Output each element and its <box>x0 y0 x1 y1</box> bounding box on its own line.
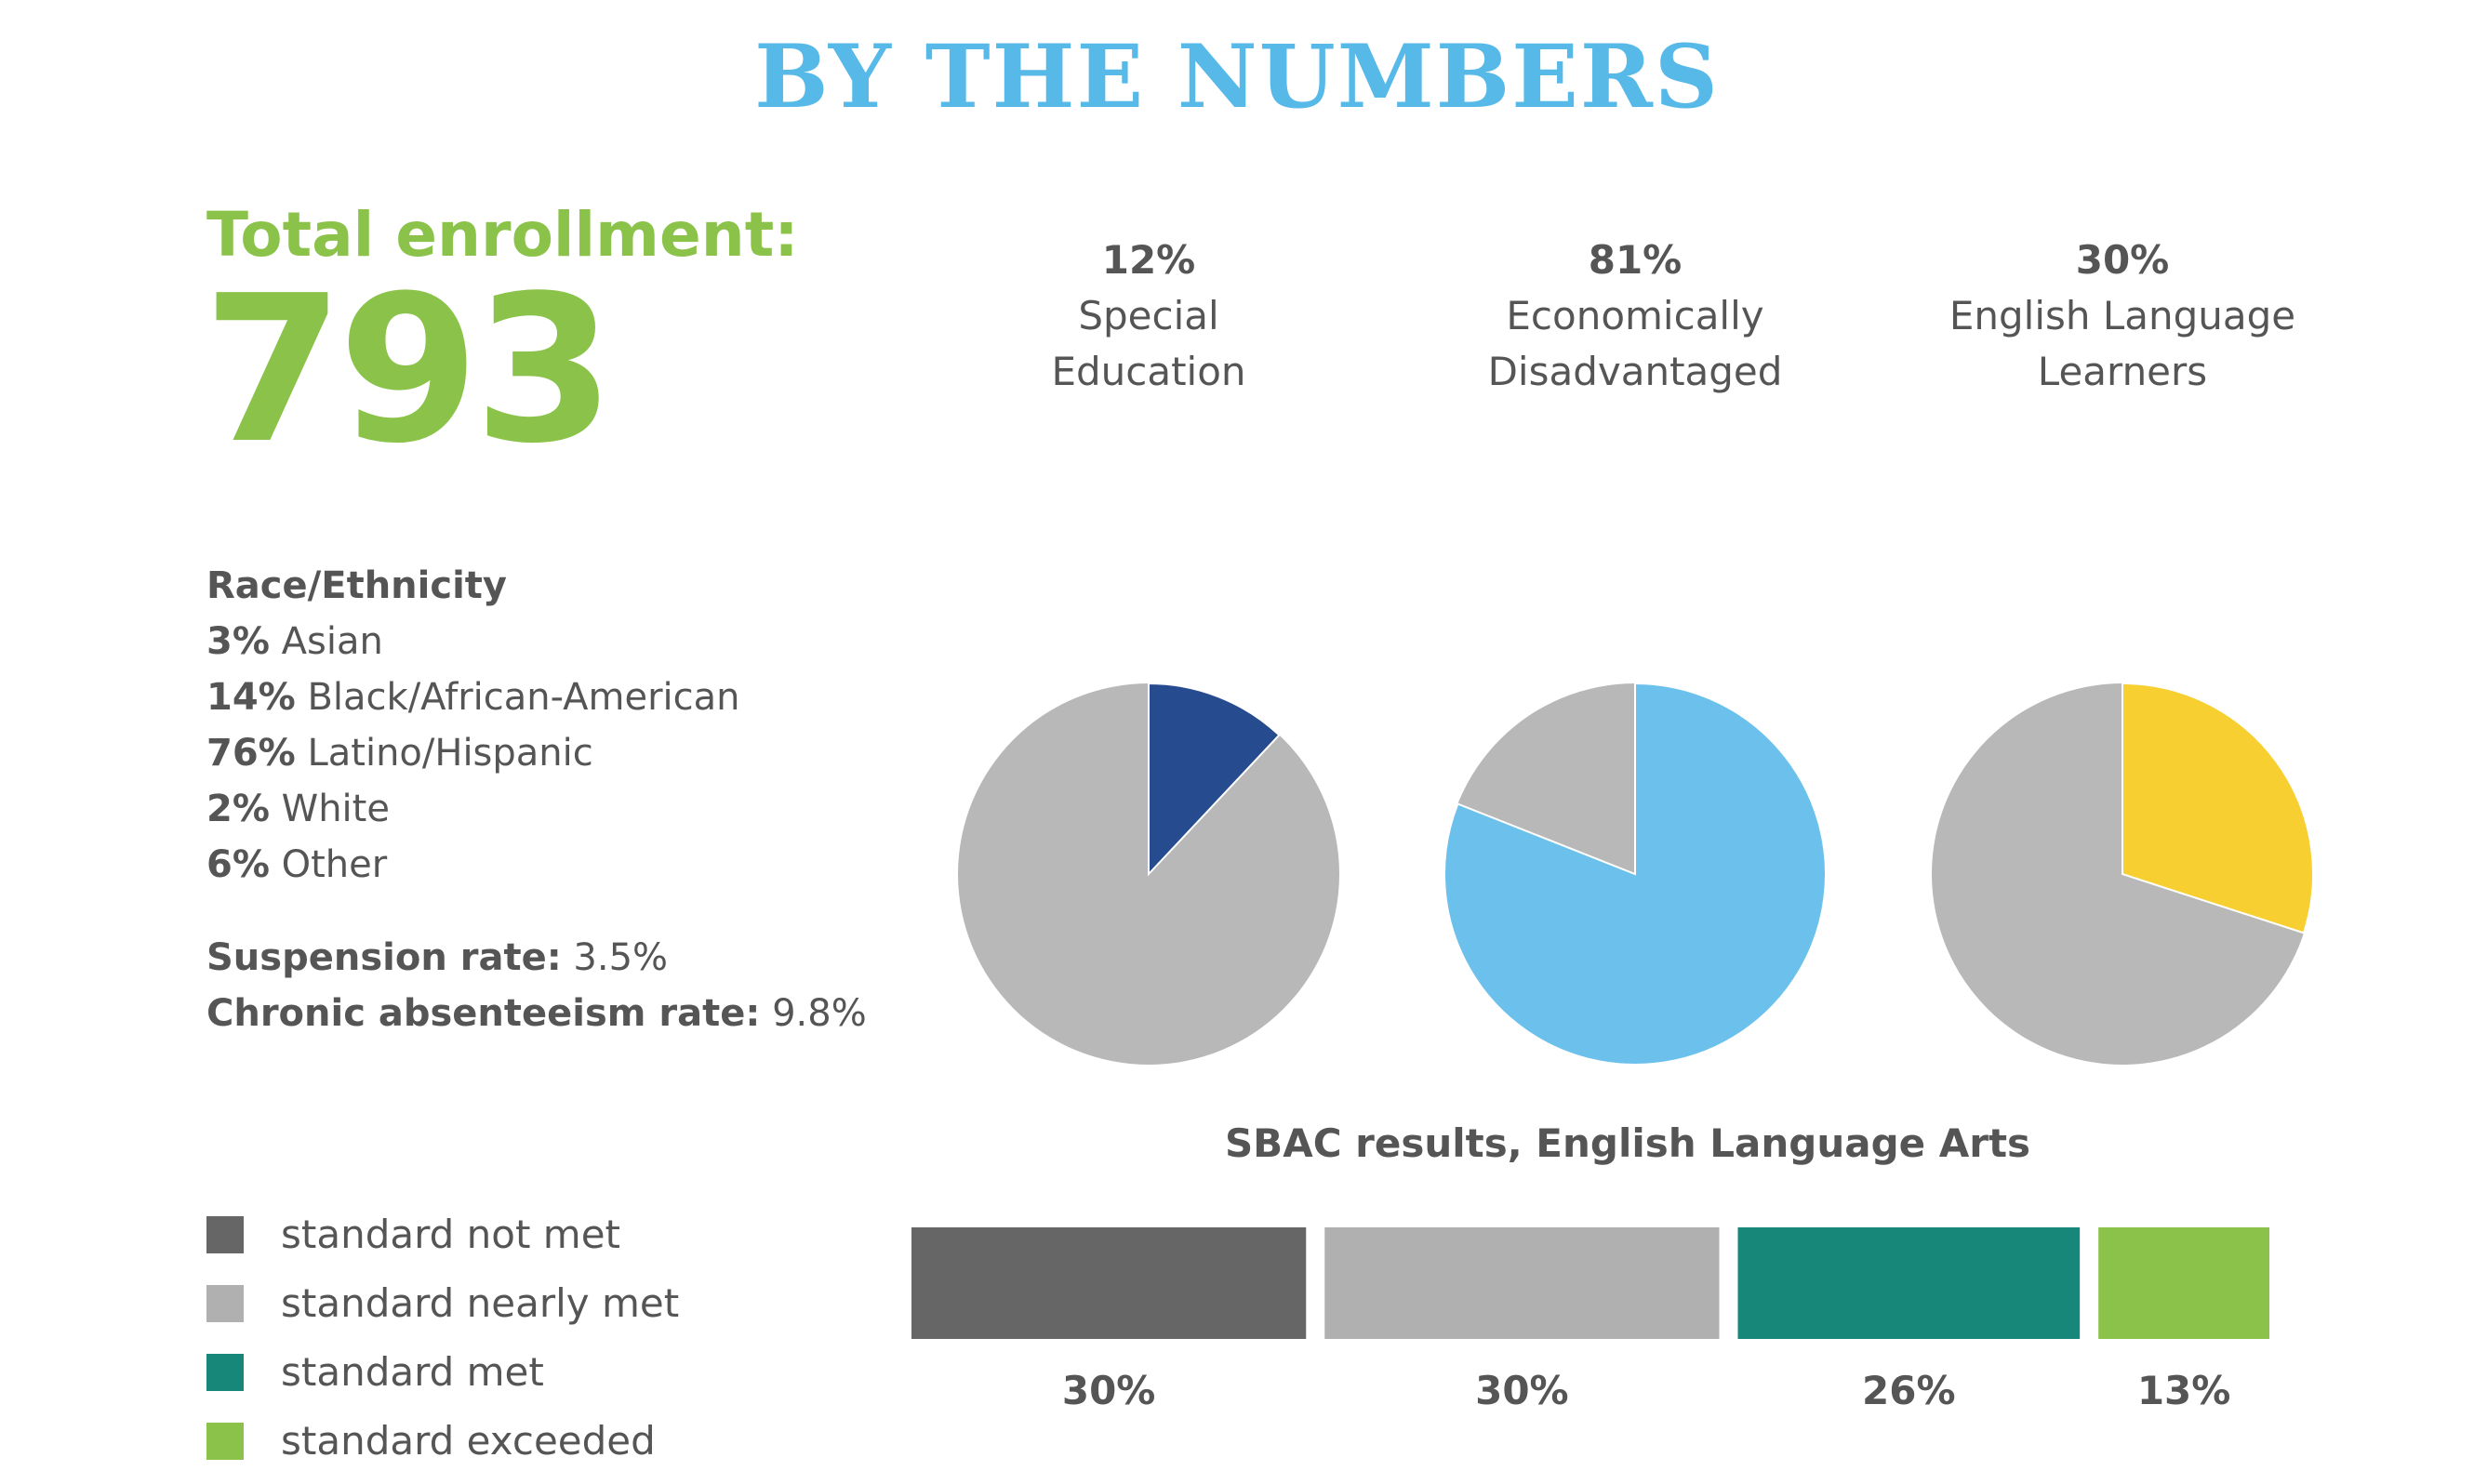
rates: Suspension rate: 3.5% Chronic absenteeis… <box>206 930 867 1041</box>
race-item: 76% Latino/Hispanic <box>206 725 867 781</box>
legend-label: standard nearly met <box>281 1280 680 1326</box>
pie-category-label: Economically Disadvantaged <box>1487 293 1783 394</box>
absentee-value: 9.8% <box>772 992 867 1035</box>
race-heading: Race/Ethnicity <box>206 564 507 607</box>
enrollment-label: Total enrollment: <box>206 199 799 271</box>
suspension-value: 3.5% <box>573 936 669 979</box>
bar-value-label: 30% <box>1475 1368 1569 1413</box>
legend-swatch <box>206 1285 244 1322</box>
race-item: 2% White <box>206 781 867 837</box>
race-item: 6% Other <box>206 837 867 893</box>
pie-economically-disadvantaged: 81% Economically Disadvantaged <box>1393 232 1877 1066</box>
race-list: 3% Asian 14% Black/African-American 76% … <box>206 614 867 893</box>
race-label: Asian <box>281 620 383 663</box>
bar-segment <box>2098 1227 2269 1339</box>
race-label: Other <box>281 843 388 886</box>
legend-label: standard met <box>281 1349 544 1395</box>
bar-segment <box>911 1227 1307 1339</box>
legend-swatch <box>206 1423 244 1460</box>
legend-swatch <box>206 1354 244 1391</box>
suspension-rate: Suspension rate: 3.5% <box>206 930 867 986</box>
sbac-title: SBAC results, English Language Arts <box>1224 1120 2031 1166</box>
pie-pct-label: 81% <box>1588 237 1683 283</box>
pie-slice-highlight <box>1443 682 1827 1066</box>
page-title: BY THE NUMBERS <box>754 26 1720 128</box>
pie-chart <box>1932 682 2314 1065</box>
enrollment-value: 793 <box>203 253 615 488</box>
race-pct: 3% <box>206 620 270 663</box>
suspension-label: Suspension rate: <box>206 936 562 979</box>
bar-value-label: 30% <box>1062 1368 1156 1413</box>
legend-label: standard exceeded <box>281 1418 656 1464</box>
race-pct: 14% <box>206 676 296 719</box>
pie-pct-label: 12% <box>1101 237 1196 283</box>
pie-chart <box>958 682 1339 1065</box>
bar-segment <box>1324 1227 1720 1339</box>
pie-slice-highlight <box>1148 682 1281 877</box>
bar-segment <box>1737 1227 2081 1339</box>
pie-category-label: Special Education <box>1051 293 1246 394</box>
race-pct: 6% <box>206 843 270 886</box>
pie-english-learners: 30% English Language Learners <box>1881 232 2364 1065</box>
pie-pct-label: 30% <box>2075 237 2170 283</box>
demographics-block: Race/Ethnicity 3% Asian 14% Black/Africa… <box>206 558 867 1041</box>
pie-category-label: English Language Learners <box>1949 293 2296 394</box>
legend-swatch <box>206 1216 244 1253</box>
race-item: 3% Asian <box>206 614 867 669</box>
race-item: 14% Black/African-American <box>206 669 867 725</box>
race-pct: 76% <box>206 732 296 775</box>
bar-value-label: 13% <box>2137 1368 2231 1413</box>
absentee-label: Chronic absenteeism rate: <box>206 992 761 1035</box>
bar-value-label: 26% <box>1862 1368 1956 1413</box>
legend-label: standard not met <box>281 1212 620 1257</box>
absentee-rate: Chronic absenteeism rate: 9.8% <box>206 986 867 1041</box>
pie-special-education: 12% Special Education <box>907 232 1390 1065</box>
race-label: Latino/Hispanic <box>307 732 593 775</box>
pie-slice-highlight <box>2122 682 2314 934</box>
race-pct: 2% <box>206 788 270 830</box>
pie-chart <box>1443 682 1827 1066</box>
race-label: Black/African-American <box>307 676 740 719</box>
race-label: White <box>281 788 390 830</box>
sbac-bar-chart: 30% 30% 26% 13% <box>911 1227 2269 1413</box>
